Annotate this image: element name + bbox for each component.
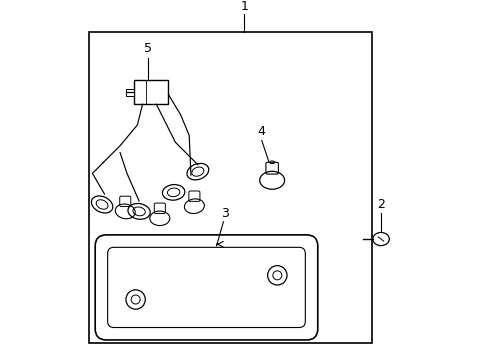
Text: 4: 4 bbox=[257, 125, 265, 138]
Bar bbox=[134, 80, 168, 104]
Text: 2: 2 bbox=[376, 198, 384, 211]
Text: 3: 3 bbox=[221, 207, 228, 220]
Text: 5: 5 bbox=[143, 42, 151, 55]
Bar bbox=[89, 32, 372, 343]
Bar bbox=[126, 89, 134, 96]
Text: 1: 1 bbox=[240, 0, 248, 13]
